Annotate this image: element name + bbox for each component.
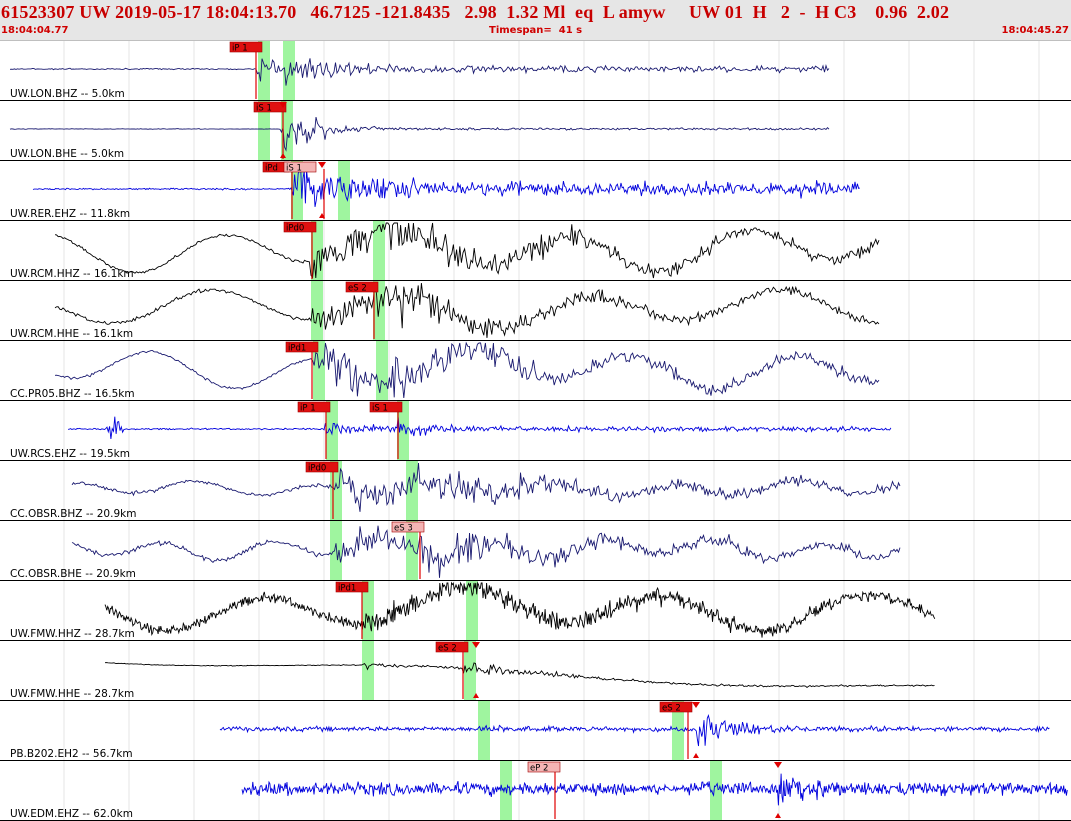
- pick-triangle: [774, 762, 782, 768]
- channel-label: UW.FMW.HHE -- 28.7km: [10, 688, 134, 700]
- pick-triangle: [692, 702, 700, 708]
- channel-label: CC.OBSR.BHE -- 20.9km: [10, 568, 136, 580]
- pick-triangle: [318, 162, 326, 168]
- channel-label: PB.B202.EH2 -- 56.7km: [10, 748, 133, 760]
- time-window: [373, 221, 385, 280]
- time-window: [330, 521, 342, 580]
- pick-triangle: [473, 693, 479, 698]
- channel-label: UW.FMW.HHZ -- 28.7km: [10, 628, 135, 640]
- pick-triangle: [693, 753, 699, 758]
- end-time: 18:04:45.27: [1001, 25, 1069, 36]
- time-window: [313, 341, 325, 400]
- pick-marker[interactable]: [283, 221, 317, 233]
- time-window: [397, 401, 409, 460]
- pick-label: eS 2: [438, 644, 457, 654]
- pick-label: iPd1: [288, 344, 306, 354]
- time-window: [338, 161, 350, 220]
- pick-marker[interactable]: [435, 641, 469, 653]
- pick-marker[interactable]: [391, 521, 425, 533]
- pick-label: iPd0: [308, 464, 326, 474]
- event-header: 61523307 UW 2019-05-17 18:04:13.70 46.71…: [0, 0, 1071, 41]
- channel-label: CC.OBSR.BHZ -- 20.9km: [10, 508, 136, 520]
- waveform-trace: [54, 222, 880, 279]
- pick-label: iPd: [265, 164, 278, 174]
- pick-marker[interactable]: [345, 281, 379, 293]
- event-title: 61523307 UW 2019-05-17 18:04:13.70 46.71…: [1, 2, 950, 22]
- waveform-trace: [241, 773, 1068, 806]
- pick-label: iP 1: [232, 44, 248, 54]
- waveform-trace: [104, 662, 935, 688]
- pick-triangle: [280, 153, 286, 158]
- channel-label: UW.EDM.EHZ -- 62.0km: [10, 808, 133, 820]
- pick-marker[interactable]: [229, 41, 263, 53]
- pick-marker[interactable]: [527, 761, 561, 773]
- timespan: Timespan= 41 s: [489, 25, 583, 36]
- channel-label: CC.PR05.BHZ -- 16.5km: [10, 388, 135, 400]
- time-window: [406, 461, 418, 520]
- time-window: [406, 521, 418, 580]
- pick-label: iS 1: [286, 164, 302, 174]
- pick-label: iPd1: [338, 584, 356, 594]
- time-window: [258, 101, 270, 160]
- pick-marker[interactable]: [297, 401, 331, 413]
- pick-marker[interactable]: [285, 341, 319, 353]
- pick-marker[interactable]: [283, 161, 317, 173]
- waveform-trace: [71, 525, 901, 578]
- channel-label: UW.RCS.EHZ -- 19.5km: [10, 448, 130, 460]
- pick-marker[interactable]: [659, 701, 693, 713]
- time-window: [710, 761, 722, 820]
- waveform-trace: [71, 462, 901, 512]
- channel-label: UW.LON.BHE -- 5.0km: [10, 148, 124, 160]
- waveform-trace: [219, 714, 1050, 747]
- time-window: [362, 641, 374, 700]
- pick-label: eS 2: [662, 704, 681, 714]
- time-window: [466, 581, 478, 640]
- waveform-trace: [54, 341, 880, 399]
- waveform-trace: [9, 58, 830, 86]
- waveform-trace: [67, 416, 892, 440]
- pick-triangle: [775, 813, 781, 818]
- pick-label: iS 1: [256, 104, 272, 114]
- pick-label: eP 2: [530, 764, 548, 774]
- pick-marker[interactable]: [305, 461, 339, 473]
- waveform-trace: [9, 116, 830, 152]
- pick-triangle: [319, 213, 325, 218]
- time-window: [258, 41, 270, 100]
- channel-label: UW.LON.BHZ -- 5.0km: [10, 88, 125, 100]
- pick-label: eS 3: [394, 524, 413, 534]
- pick-label: iS 1: [372, 404, 388, 414]
- time-window: [464, 641, 476, 700]
- pick-marker[interactable]: [253, 101, 287, 113]
- waveform-trace: [32, 164, 860, 207]
- pick-marker[interactable]: [369, 401, 403, 413]
- seismogram-panel[interactable]: iP 1 iS 1 iPd iS 1 iPd0 eS 2 iPd1 iP 1 iS 1 iPd0 e…: [0, 41, 1071, 821]
- pick-label: iPd0: [286, 224, 304, 234]
- start-time: 18:04:04.77: [1, 25, 69, 36]
- pick-marker[interactable]: [335, 581, 369, 593]
- waveform-trace: [54, 282, 880, 338]
- time-window: [376, 341, 388, 400]
- pick-label: eS 2: [348, 284, 367, 294]
- pick-label: iP 1: [300, 404, 316, 414]
- channel-label: UW.RCM.HHE -- 16.1km: [10, 328, 133, 340]
- pick-triangle: [279, 102, 287, 108]
- pick-triangle: [472, 642, 480, 648]
- channel-label: UW.RER.EHZ -- 11.8km: [10, 208, 130, 220]
- channel-label: UW.RCM.HHZ -- 16.1km: [10, 268, 134, 280]
- waveform-trace: [104, 581, 936, 638]
